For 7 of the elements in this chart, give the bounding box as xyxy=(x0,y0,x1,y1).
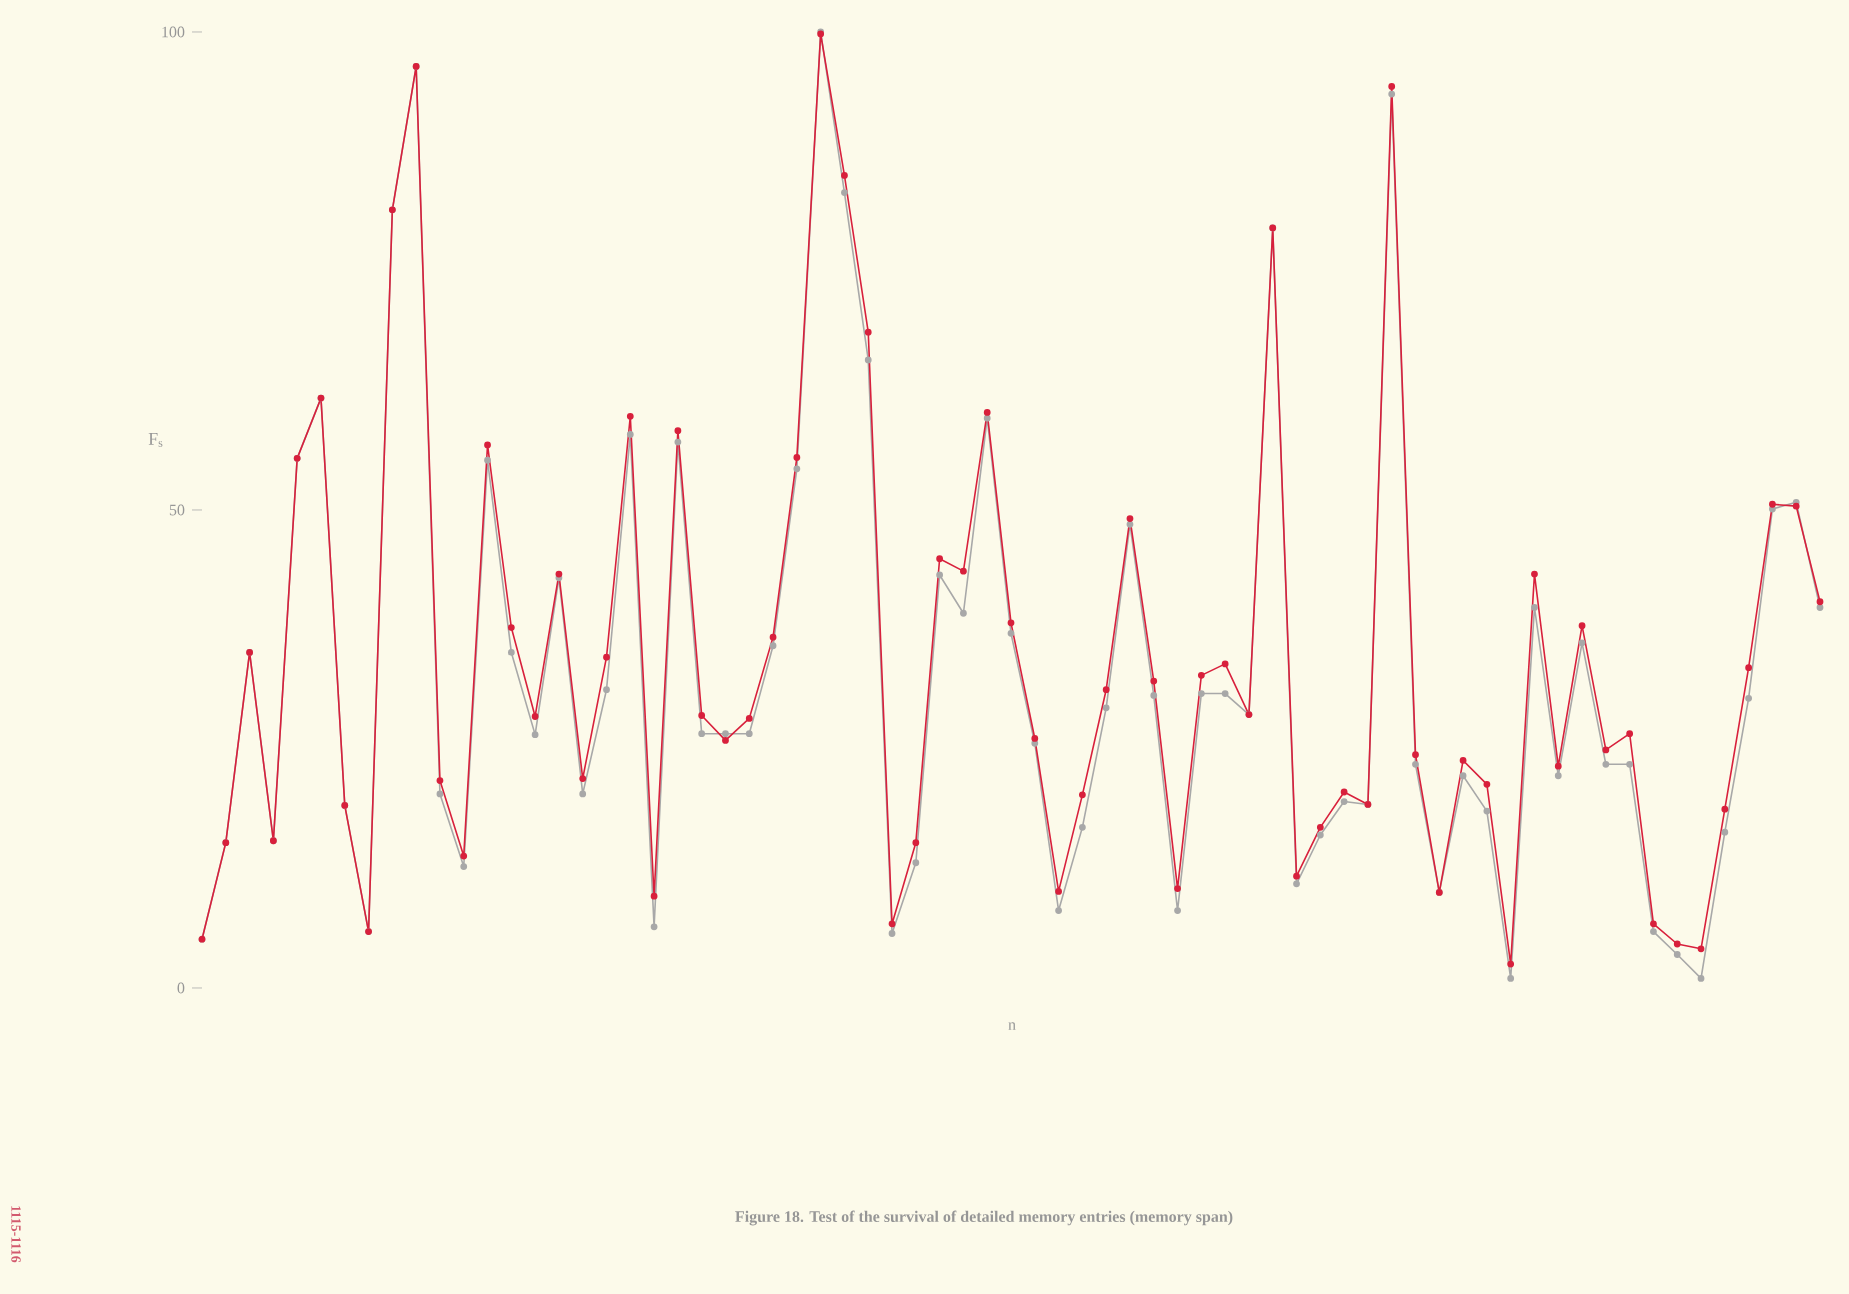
caption: Figure 18. Test of the survival of detailed memory entries (memory span) xyxy=(735,1210,1233,1226)
y-tick-label: 50 xyxy=(169,504,185,516)
y-tick-label: 100 xyxy=(162,26,185,38)
y-tick-label: 0 xyxy=(177,982,185,994)
x-axis-title: n xyxy=(1008,1022,1016,1030)
text: 1115-1116 xyxy=(11,1206,21,1263)
y-axis-title: F$_{s}$ xyxy=(148,433,163,447)
